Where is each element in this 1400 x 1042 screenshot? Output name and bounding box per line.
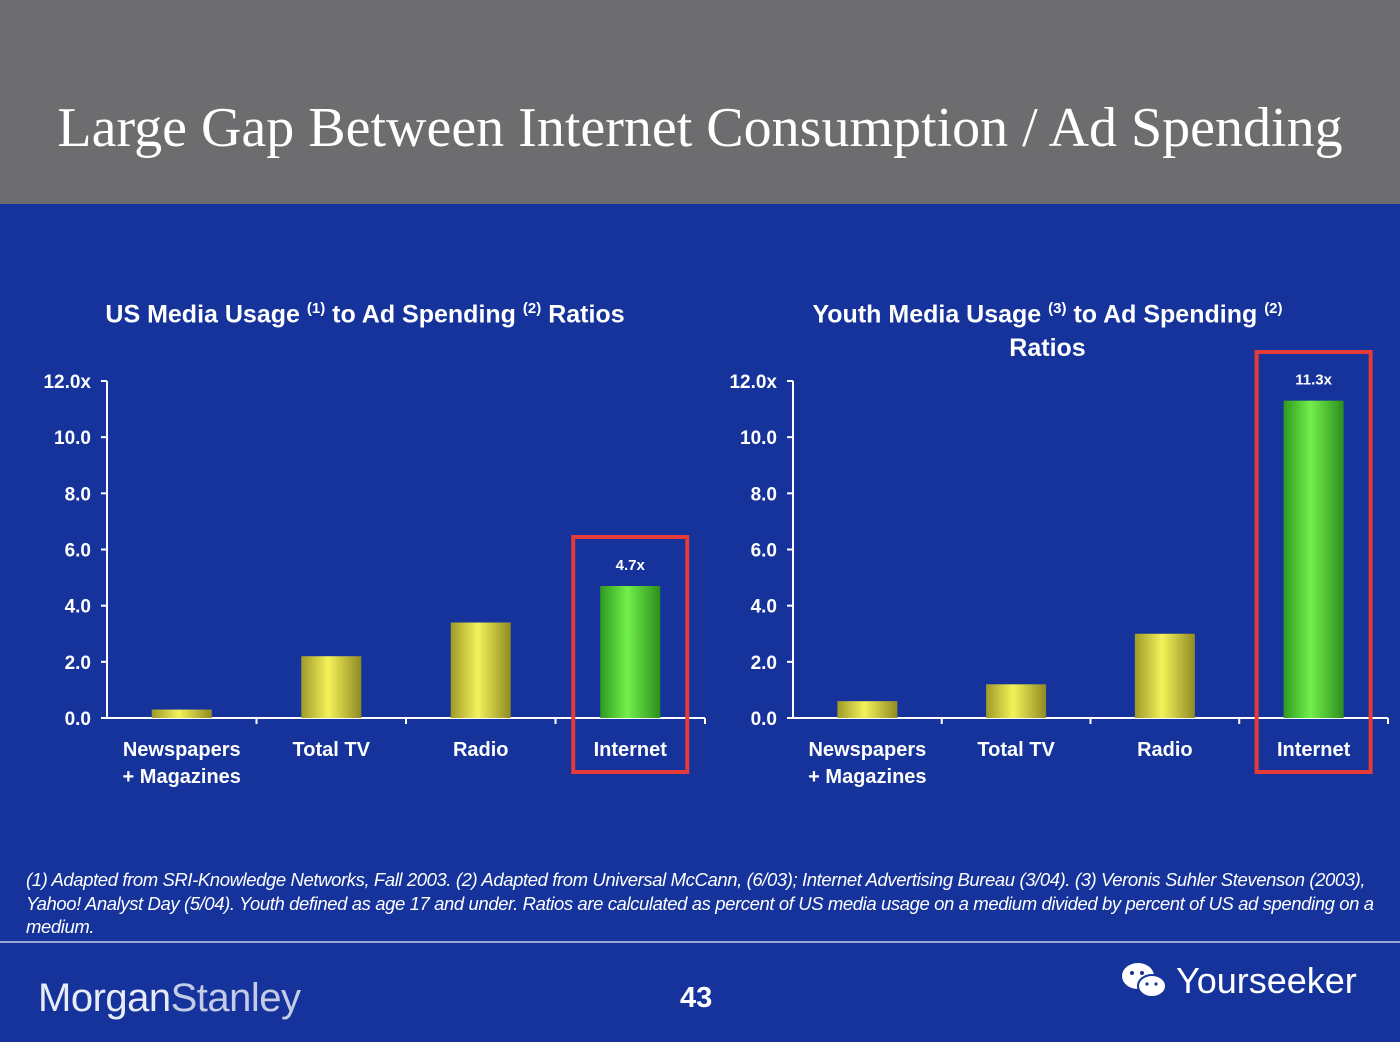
y-tick-label: 6.0 <box>751 541 777 562</box>
highlight-box <box>571 535 690 774</box>
y-tick-label: 4.0 <box>751 597 777 618</box>
y-tick-label: 10.0 <box>740 428 777 449</box>
bar-radio <box>1134 633 1195 718</box>
y-tick-label: 6.0 <box>65 541 91 562</box>
data-label: 11.3x <box>1295 372 1332 389</box>
y-tick-label: 2.0 <box>751 653 777 674</box>
divider <box>0 941 1400 943</box>
footnote: (1) Adapted from SRI-Knowledge Networks,… <box>26 869 1374 937</box>
x-tick-label: Total TV <box>977 739 1055 761</box>
x-tick-label: Internet <box>594 739 668 761</box>
data-label: 4.7x <box>616 557 646 574</box>
y-tick-label: 8.0 <box>751 484 777 505</box>
bar-total-tv <box>986 684 1047 718</box>
bar-internet <box>1283 400 1344 718</box>
x-tick-label: + Magazines <box>123 766 241 788</box>
y-tick-label: 4.0 <box>65 597 91 618</box>
y-tick-label: 2.0 <box>65 653 91 674</box>
bar-newspapers <box>837 701 898 718</box>
highlight-box <box>1254 350 1373 774</box>
y-tick-label: 0.0 <box>65 709 91 730</box>
watermark: Yourseeker <box>1120 960 1357 1002</box>
y-tick-label: 8.0 <box>65 484 91 505</box>
page-number: 43 <box>680 982 713 1014</box>
y-tick-label: 0.0 <box>751 709 777 730</box>
bar-radio <box>450 622 511 718</box>
bar-newspapers <box>151 709 212 718</box>
y-tick-label: 12.0x <box>43 372 91 393</box>
slide-title: Large Gap Between Internet Consumption /… <box>57 97 1343 159</box>
bar-charts: 0.0 2.0 4.0 6.0 8.0 10.0 12.0x Newspapers + Maga… <box>43 350 1389 788</box>
morgan-stanley-logo: MorganStanley <box>38 976 301 1020</box>
x-tick-label: + Magazines <box>808 766 926 788</box>
x-tick-label: Radio <box>1137 739 1193 761</box>
title-bar: Large Gap Between Internet Consumption /… <box>0 0 1400 204</box>
y-tick-label: 10.0 <box>54 428 91 449</box>
bar-total-tv <box>301 656 362 718</box>
x-tick-label: Radio <box>453 739 509 761</box>
x-tick-label: Internet <box>1277 739 1351 761</box>
x-tick-label: Total TV <box>293 739 371 761</box>
y-tick-label: 12.0x <box>729 372 777 393</box>
bar-internet <box>600 586 661 718</box>
wechat-icon <box>1122 963 1167 998</box>
chart-title-right: Youth Media Usage (3) to Ad Spending (2)… <box>812 300 1283 363</box>
chart-title-left: US Media Usage (1) to Ad Spending (2) Ra… <box>105 300 625 329</box>
x-tick-label: Newspapers <box>123 739 241 761</box>
x-tick-label: Newspapers <box>808 739 926 761</box>
